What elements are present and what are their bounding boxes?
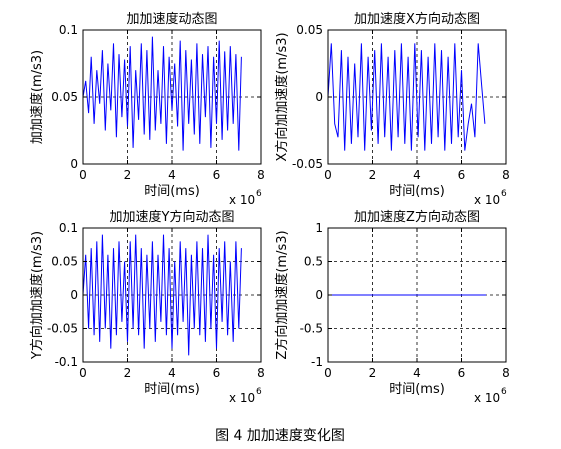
- x-tick-label: 0: [79, 168, 87, 182]
- x-axis-label: 时间(ms): [144, 184, 200, 199]
- x-tick-label: 2: [124, 366, 132, 380]
- x-tick-label: 8: [257, 168, 265, 182]
- y-tick-label: 0: [70, 157, 78, 171]
- series-line: [82, 234, 242, 356]
- y-tick-label: -1: [311, 355, 323, 369]
- chart-title: 加加速度Z方向动态图: [354, 209, 480, 225]
- y-tick-label: -0.05: [292, 157, 323, 171]
- x-tick-label: 4: [168, 366, 176, 380]
- chart-title: 加加速度Y方向动态图: [110, 209, 235, 225]
- x-axis-multiplier-exponent: 6: [256, 189, 262, 199]
- x-tick-label: 0: [324, 366, 332, 380]
- x-tick-label: 2: [124, 168, 132, 182]
- chart-title: 加加速度X方向动态图: [354, 11, 480, 27]
- y-tick-label: 0.05: [296, 23, 323, 37]
- chart-title: 加加速度动态图: [126, 11, 217, 27]
- x-tick-label: 2: [369, 366, 377, 380]
- x-tick-label: 4: [168, 168, 176, 182]
- y-axis-label: Y方向加加速度(m/s3): [29, 231, 45, 360]
- x-tick-label: 8: [502, 366, 510, 380]
- y-tick-label: -0.1: [55, 355, 78, 369]
- x-tick-label: 8: [502, 168, 510, 182]
- y-tick-label: 0.05: [51, 90, 78, 104]
- x-axis-multiplier-exponent: 6: [256, 387, 262, 397]
- figure-caption: 图 4 加加速度变化图: [215, 428, 345, 444]
- y-tick-label: 0.5: [304, 255, 323, 269]
- y-tick-label: 0: [315, 90, 323, 104]
- x-axis-multiplier-exponent: 6: [501, 189, 507, 199]
- y-axis-label: Z方向加加速度(m/s3): [274, 230, 290, 359]
- x-tick-label: 2: [369, 168, 377, 182]
- y-tick-label: 0.05: [51, 255, 78, 269]
- y-axis-label: 加加速度(m/s3): [29, 50, 45, 144]
- x-axis-multiplier: x 10: [229, 391, 255, 405]
- x-tick-label: 4: [413, 168, 421, 182]
- x-tick-label: 6: [458, 366, 466, 380]
- x-axis-multiplier: x 10: [229, 193, 255, 207]
- x-axis-multiplier-exponent: 6: [501, 387, 507, 397]
- y-tick-label: 0.1: [59, 221, 78, 235]
- x-tick-label: 4: [413, 366, 421, 380]
- x-axis-label: 时间(ms): [144, 382, 200, 397]
- x-tick-label: 6: [213, 168, 221, 182]
- y-tick-label: 1: [315, 221, 323, 235]
- x-axis-label: 时间(ms): [389, 184, 445, 199]
- x-tick-label: 6: [458, 168, 466, 182]
- x-tick-label: 8: [257, 366, 265, 380]
- y-tick-label: -0.05: [47, 322, 78, 336]
- series-line: [327, 43, 486, 151]
- y-tick-label: 0: [70, 288, 78, 302]
- series-line: [82, 36, 242, 151]
- y-axis-label: X方向加加速度(m/s3): [274, 32, 290, 161]
- y-tick-label: -0.5: [300, 322, 323, 336]
- x-axis-multiplier: x 10: [474, 193, 500, 207]
- x-axis-label: 时间(ms): [389, 382, 445, 397]
- y-tick-label: 0.1: [59, 23, 78, 37]
- y-tick-label: 0: [315, 288, 323, 302]
- x-axis-multiplier: x 10: [474, 391, 500, 405]
- x-tick-label: 0: [79, 366, 87, 380]
- x-tick-label: 6: [213, 366, 221, 380]
- x-tick-label: 0: [324, 168, 332, 182]
